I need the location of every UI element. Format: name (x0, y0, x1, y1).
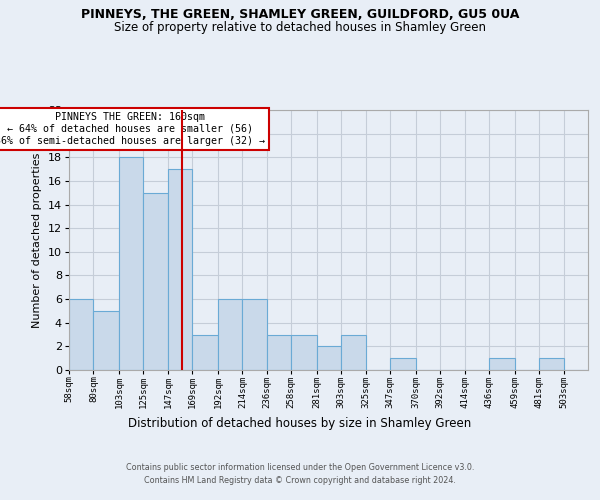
Bar (94, 311, 119, 370)
Bar (69, 299, 94, 370)
Bar (341, 334, 366, 370)
Bar (390, 358, 416, 370)
Text: PINNEYS THE GREEN: 160sqm
← 64% of detached houses are smaller (56)
36% of semi-: PINNEYS THE GREEN: 160sqm ← 64% of detac… (0, 112, 265, 146)
Text: Distribution of detached houses by size in Shamley Green: Distribution of detached houses by size … (128, 418, 472, 430)
Text: PINNEYS, THE GREEN, SHAMLEY GREEN, GUILDFORD, GU5 0UA: PINNEYS, THE GREEN, SHAMLEY GREEN, GUILD… (81, 8, 519, 20)
Bar (119, 158, 143, 370)
Bar (489, 358, 515, 370)
Bar (539, 358, 563, 370)
Text: Size of property relative to detached houses in Shamley Green: Size of property relative to detached ho… (114, 21, 486, 34)
Bar (267, 334, 291, 370)
Bar (291, 334, 317, 370)
Bar (317, 346, 341, 370)
Y-axis label: Number of detached properties: Number of detached properties (32, 152, 42, 328)
Text: Contains public sector information licensed under the Open Government Licence v3: Contains public sector information licen… (126, 462, 474, 471)
Bar (242, 299, 267, 370)
Bar (218, 299, 242, 370)
Bar (168, 169, 193, 370)
Bar (143, 192, 168, 370)
Bar (193, 334, 218, 370)
Text: Contains HM Land Registry data © Crown copyright and database right 2024.: Contains HM Land Registry data © Crown c… (144, 476, 456, 485)
